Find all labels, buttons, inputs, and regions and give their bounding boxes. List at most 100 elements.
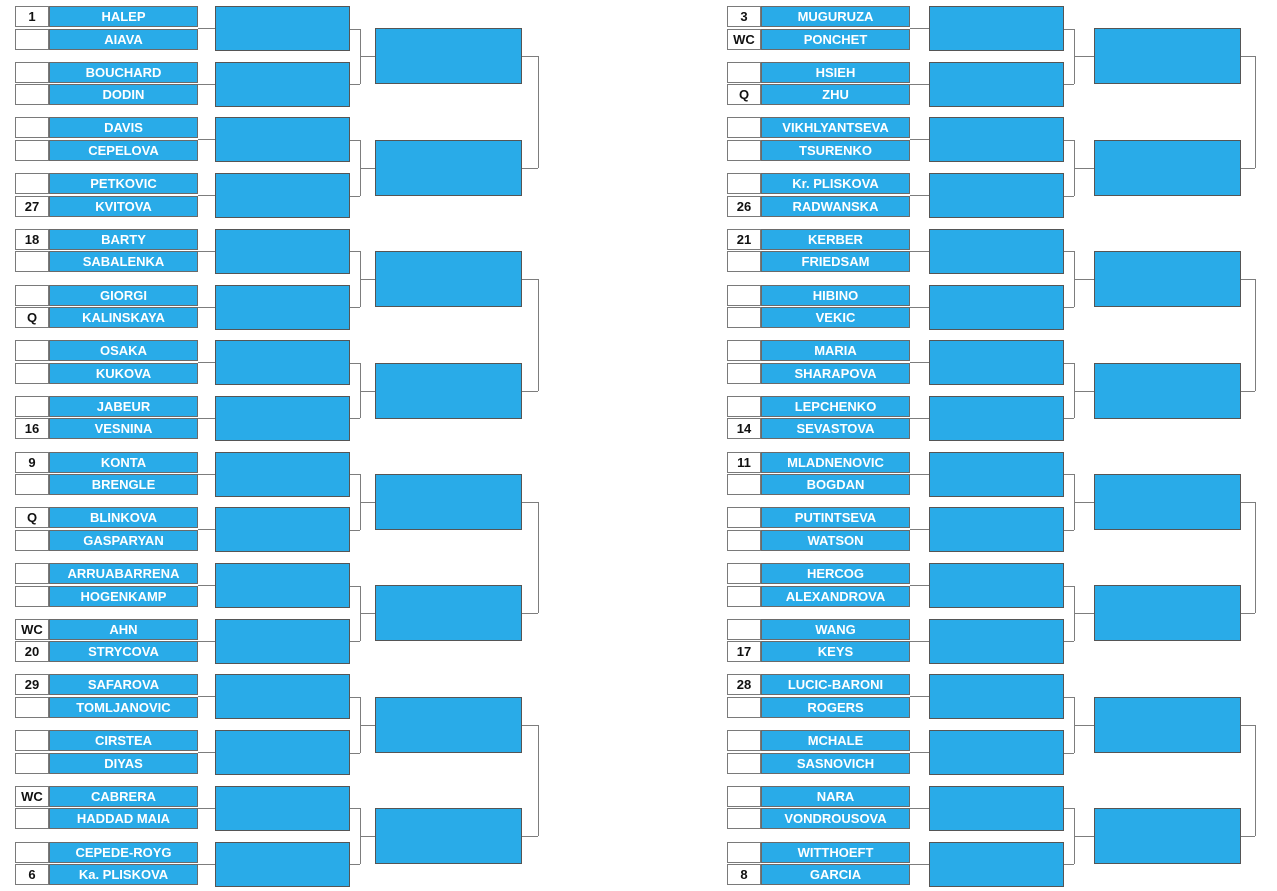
player-name[interactable]: HADDAD MAIA [49,808,198,830]
round2-slot[interactable] [215,228,350,274]
round2-slot[interactable] [215,507,350,553]
round2-slot[interactable] [215,61,350,107]
round2-slot[interactable] [929,785,1064,831]
round2-slot[interactable] [215,618,350,664]
round3-slot[interactable] [375,808,522,865]
round3-slot[interactable] [375,139,522,196]
round2-slot[interactable] [929,563,1064,608]
round2-slot[interactable] [215,340,350,386]
player-name[interactable]: HALEP [49,6,198,27]
player-name[interactable]: LEPCHENKO [761,395,910,417]
player-name[interactable]: DIYAS [49,752,198,774]
round2-slot[interactable] [215,451,350,497]
player-name[interactable]: LUCIC-BARONI [761,674,910,696]
player-name[interactable]: CIRSTEA [49,730,198,752]
player-name[interactable]: BRENGLE [49,474,198,496]
player-name[interactable]: KVITOVA [49,195,198,217]
player-name[interactable]: ALEXANDROVA [761,585,910,607]
round2-slot[interactable] [929,730,1064,776]
round2-slot[interactable] [929,173,1064,219]
player-name[interactable]: CEPELOVA [49,139,198,161]
round2-slot[interactable] [215,284,350,330]
round2-slot[interactable] [929,6,1064,51]
round3-slot[interactable] [1094,28,1241,85]
round3-slot[interactable] [1094,808,1241,865]
player-name[interactable]: STRYCOVA [49,641,198,663]
round3-slot[interactable] [375,28,522,85]
round2-slot[interactable] [929,228,1064,274]
round2-slot[interactable] [215,674,350,720]
player-name[interactable]: AHN [49,618,198,640]
round2-slot[interactable] [215,785,350,831]
player-name[interactable]: HERCOG [761,563,910,584]
round3-slot[interactable] [375,585,522,642]
round2-slot[interactable] [215,563,350,608]
round3-slot[interactable] [1094,585,1241,642]
player-name[interactable]: HSIEH [761,61,910,83]
player-name[interactable]: MLADNENOVIC [761,451,910,473]
round2-slot[interactable] [929,841,1064,887]
round3-slot[interactable] [1094,473,1241,530]
round2-slot[interactable] [929,451,1064,497]
player-name[interactable]: GASPARYAN [49,529,198,551]
player-name[interactable]: HIBINO [761,284,910,306]
player-name[interactable]: ZHU [761,84,910,106]
player-name[interactable]: DODIN [49,84,198,106]
player-name[interactable]: PUTINTSEVA [761,507,910,529]
player-name[interactable]: MCHALE [761,730,910,752]
player-name[interactable]: WANG [761,618,910,640]
round3-slot[interactable] [375,473,522,530]
player-name[interactable]: CABRERA [49,785,198,807]
player-name[interactable]: GIORGI [49,284,198,306]
round2-slot[interactable] [929,507,1064,553]
player-name[interactable]: CEPEDE-ROYG [49,841,198,863]
round2-slot[interactable] [215,841,350,887]
round3-slot[interactable] [1094,251,1241,308]
round3-slot[interactable] [375,251,522,308]
round3-slot[interactable] [1094,139,1241,196]
player-name[interactable]: KEYS [761,641,910,663]
round2-slot[interactable] [929,618,1064,664]
player-name[interactable]: SASNOVICH [761,752,910,774]
player-name[interactable]: PONCHET [761,28,910,50]
round2-slot[interactable] [215,173,350,219]
player-name[interactable]: KALINSKAYA [49,307,198,328]
round2-slot[interactable] [929,284,1064,330]
player-name[interactable]: NARA [761,785,910,807]
player-name[interactable]: BOUCHARD [49,61,198,83]
player-name[interactable]: TOMLJANOVIC [49,696,198,718]
player-name[interactable]: PETKOVIC [49,173,198,195]
round2-slot[interactable] [215,730,350,776]
round2-slot[interactable] [215,117,350,163]
player-name[interactable]: VONDROUSOVA [761,808,910,830]
player-name[interactable]: KONTA [49,451,198,473]
player-name[interactable]: SHARAPOVA [761,362,910,384]
player-name[interactable]: SEVASTOVA [761,418,910,440]
player-name[interactable]: OSAKA [49,340,198,362]
player-name[interactable]: TSURENKO [761,139,910,161]
round2-slot[interactable] [929,61,1064,107]
round3-slot[interactable] [1094,362,1241,419]
player-name[interactable]: SAFAROVA [49,674,198,696]
round2-slot[interactable] [929,674,1064,720]
player-name[interactable]: ROGERS [761,696,910,718]
player-name[interactable]: FRIEDSAM [761,251,910,273]
round2-slot[interactable] [929,340,1064,386]
player-name[interactable]: VIKHLYANTSEVA [761,117,910,139]
round3-slot[interactable] [375,696,522,753]
player-name[interactable]: DAVIS [49,117,198,139]
player-name[interactable]: Kr. PLISKOVA [761,173,910,195]
player-name[interactable]: GARCIA [761,864,910,885]
player-name[interactable]: WITTHOEFT [761,841,910,863]
player-name[interactable]: BOGDAN [761,474,910,496]
round2-slot[interactable] [929,117,1064,163]
player-name[interactable]: VEKIC [761,307,910,328]
player-name[interactable]: HOGENKAMP [49,585,198,607]
player-name[interactable]: Ka. PLISKOVA [49,864,198,885]
player-name[interactable]: KUKOVA [49,362,198,384]
player-name[interactable]: RADWANSKA [761,195,910,217]
round2-slot[interactable] [929,395,1064,441]
player-name[interactable]: BLINKOVA [49,507,198,529]
player-name[interactable]: KERBER [761,228,910,250]
player-name[interactable]: MARIA [761,340,910,362]
